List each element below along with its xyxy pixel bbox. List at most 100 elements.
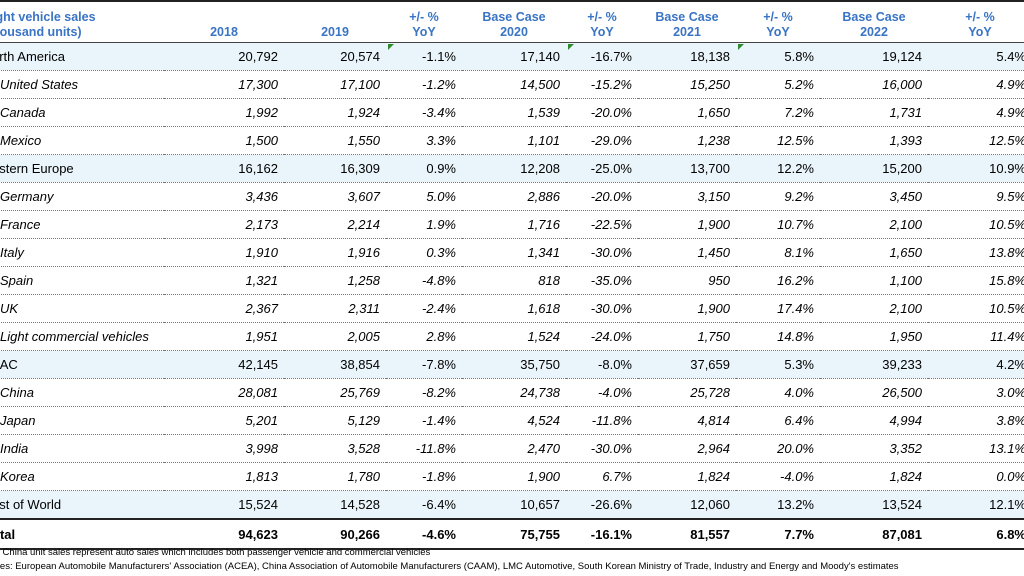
row-label: Japan [0, 406, 164, 435]
cell-yoy-2020: -16.7% [566, 42, 638, 71]
cell-2018: 1,951 [164, 322, 284, 351]
cell-base-2021: 2,964 [638, 434, 736, 463]
cell-yoy-2019: 0.9% [386, 154, 462, 183]
cell-base-2020: 1,716 [462, 210, 566, 239]
cell-base-2020: 1,341 [462, 238, 566, 267]
cell-yoy-2020: -20.0% [566, 182, 638, 211]
cell-2018: 28,081 [164, 378, 284, 407]
header-base-2021: Base Case 2021 [638, 0, 736, 43]
cell-base-2021: 1,650 [638, 98, 736, 127]
table-row: estern Europe 16,162 16,309 0.9% 12,208 … [0, 154, 1024, 183]
table-row: Germany 3,436 3,607 5.0% 2,886 -20.0% 3,… [0, 182, 1024, 211]
header-yoy-2019: +/- % YoY [386, 0, 462, 43]
header-base-2022: Base Case 2022 [820, 0, 928, 43]
cell-base-2022: 1,650 [820, 238, 928, 267]
cell-base-2021: 3,150 [638, 182, 736, 211]
cell-2018: 94,623 [164, 518, 284, 550]
cell-2019: 1,780 [284, 462, 386, 491]
row-label: UK [0, 294, 164, 323]
cell-2019: 2,311 [284, 294, 386, 323]
cell-base-2022: 1,824 [820, 462, 928, 491]
total-row: otal 94,623 90,266 -4.6% 75,755 -16.1% 8… [0, 518, 1024, 550]
cell-yoy-2019: -8.2% [386, 378, 462, 407]
row-label: Light commercial vehicles [0, 322, 164, 351]
cell-2019: 25,769 [284, 378, 386, 407]
table-row: Mexico 1,500 1,550 3.3% 1,101 -29.0% 1,2… [0, 126, 1024, 155]
table-row: India 3,998 3,528 -11.8% 2,470 -30.0% 2,… [0, 434, 1024, 463]
cell-base-2022: 3,450 [820, 182, 928, 211]
cell-base-2020: 14,500 [462, 70, 566, 99]
cell-base-2021: 1,900 [638, 294, 736, 323]
row-label: United States [0, 70, 164, 99]
cell-2018: 1,321 [164, 266, 284, 295]
cell-base-2020: 2,470 [462, 434, 566, 463]
row-label: India [0, 434, 164, 463]
cell-yoy-2022: 4.2% [928, 350, 1024, 379]
cell-2019: 90,266 [284, 518, 386, 550]
cell-yoy-2020: -20.0% [566, 98, 638, 127]
cell-yoy-2020: -8.0% [566, 350, 638, 379]
cell-2019: 20,574 [284, 42, 386, 71]
cell-base-2022: 2,100 [820, 294, 928, 323]
cell-yoy-2020: -30.0% [566, 434, 638, 463]
header-yoy-2022: +/- % YoY [928, 0, 1024, 43]
cell-2018: 20,792 [164, 42, 284, 71]
cell-2019: 5,129 [284, 406, 386, 435]
cell-yoy-2021: 12.2% [736, 154, 820, 183]
header-row: ight vehicle sales housand units) 2018 20… [0, 0, 1024, 43]
cell-base-2020: 4,524 [462, 406, 566, 435]
table-row: Japan 5,201 5,129 -1.4% 4,524 -11.8% 4,8… [0, 406, 1024, 435]
cell-base-2021: 13,700 [638, 154, 736, 183]
cell-yoy-2022: 15.8% [928, 266, 1024, 295]
cell-yoy-2019: -6.4% [386, 490, 462, 520]
cell-yoy-2019: 5.0% [386, 182, 462, 211]
cell-yoy-2022: 10.5% [928, 294, 1024, 323]
cell-yoy-2021: -4.0% [736, 462, 820, 491]
footnote-china: e: China unit sales represent auto sales… [0, 547, 431, 558]
cell-base-2022: 4,994 [820, 406, 928, 435]
cell-base-2021: 18,138 [638, 42, 736, 71]
cell-yoy-2020: -35.0% [566, 266, 638, 295]
cell-base-2020: 35,750 [462, 350, 566, 379]
cell-yoy-2021: 7.7% [736, 518, 820, 550]
cell-yoy-2021: 6.4% [736, 406, 820, 435]
header-2018: 2018 [164, 0, 284, 43]
cell-base-2022: 1,950 [820, 322, 928, 351]
cell-yoy-2019: -4.6% [386, 518, 462, 550]
header-base-2020: Base Case 2020 [462, 0, 566, 43]
cell-base-2022: 26,500 [820, 378, 928, 407]
cell-yoy-2021: 4.0% [736, 378, 820, 407]
cell-yoy-2020: -16.1% [566, 518, 638, 550]
cell-yoy-2021: 13.2% [736, 490, 820, 520]
cell-2019: 1,916 [284, 238, 386, 267]
cell-2019: 1,550 [284, 126, 386, 155]
cell-yoy-2019: 3.3% [386, 126, 462, 155]
cell-yoy-2021: 5.8% [736, 42, 820, 71]
cell-yoy-2019: 1.9% [386, 210, 462, 239]
cell-base-2021: 1,824 [638, 462, 736, 491]
row-label: PAC [0, 350, 164, 379]
cell-yoy-2022: 3.8% [928, 406, 1024, 435]
cell-yoy-2021: 5.3% [736, 350, 820, 379]
cell-base-2021: 1,238 [638, 126, 736, 155]
light-vehicle-sales-table: ight vehicle sales housand units) 2018 20… [0, 0, 1024, 550]
cell-2018: 1,500 [164, 126, 284, 155]
cell-base-2022: 1,731 [820, 98, 928, 127]
cell-yoy-2020: -11.8% [566, 406, 638, 435]
cell-yoy-2019: -1.1% [386, 42, 462, 71]
row-label: France [0, 210, 164, 239]
cell-base-2020: 1,539 [462, 98, 566, 127]
cell-base-2021: 12,060 [638, 490, 736, 520]
cell-yoy-2019: -11.8% [386, 434, 462, 463]
cell-base-2022: 19,124 [820, 42, 928, 71]
cell-yoy-2020: -25.0% [566, 154, 638, 183]
cell-2018: 16,162 [164, 154, 284, 183]
cell-yoy-2022: 12.5% [928, 126, 1024, 155]
cell-yoy-2019: -1.8% [386, 462, 462, 491]
cell-base-2021: 15,250 [638, 70, 736, 99]
cell-base-2021: 4,814 [638, 406, 736, 435]
cell-yoy-2022: 9.5% [928, 182, 1024, 211]
cell-2019: 38,854 [284, 350, 386, 379]
table-row: Light commercial vehicles 1,951 2,005 2.… [0, 322, 1024, 351]
cell-yoy-2022: 4.9% [928, 70, 1024, 99]
